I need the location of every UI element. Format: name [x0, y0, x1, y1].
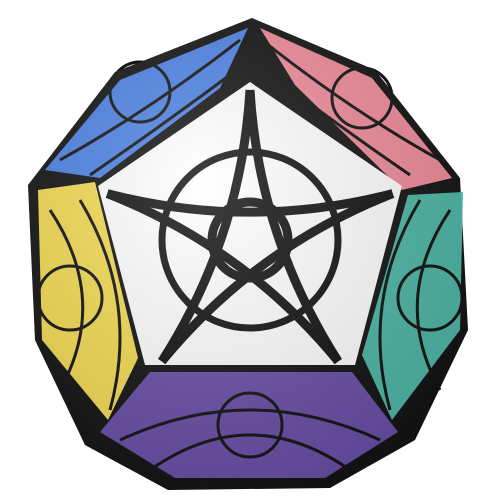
gloss-overlay	[28, 18, 468, 490]
